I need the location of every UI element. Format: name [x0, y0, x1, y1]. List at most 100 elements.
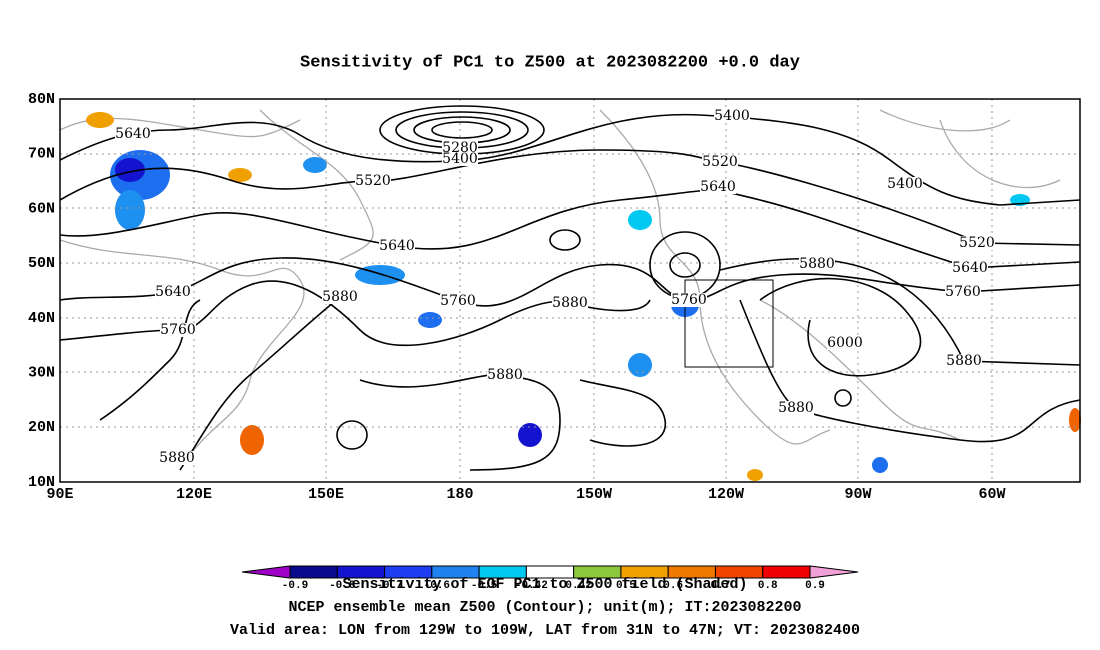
lon-tick-label: 150W: [576, 486, 612, 503]
lat-tick-label: 50N: [28, 255, 55, 272]
contour-label-bg: [959, 236, 995, 250]
shade: [303, 157, 327, 173]
contour-label-bg: [159, 451, 195, 465]
lon-tick-label: 60W: [978, 486, 1005, 503]
lon-tick-label: 150E: [308, 486, 344, 503]
contour-label-bg: [946, 354, 982, 368]
contour-label-bg: [671, 293, 707, 307]
shade: [86, 112, 114, 128]
contour-label: 6000: [827, 335, 863, 351]
contour-label-bg: [552, 296, 588, 310]
contour-label: 5640: [952, 260, 988, 276]
contour-label: 5880: [322, 289, 358, 305]
colorbar-label: -0.7: [376, 580, 402, 592]
shade: [518, 423, 542, 447]
contour-label-bg: [952, 261, 988, 275]
shade: [1069, 408, 1081, 432]
lat-tick-label: 70N: [28, 146, 55, 163]
contour-label-bg: [700, 180, 736, 194]
colorbar-label: -0.9: [282, 580, 308, 592]
lat-tick-label: 60N: [28, 200, 55, 217]
contour-label: 5880: [159, 450, 195, 466]
contour-label: 5880: [552, 295, 588, 311]
contour-label-bg: [442, 141, 478, 155]
shade: [115, 190, 145, 230]
lon-tick-label: 120W: [708, 486, 744, 503]
contour-label: 5880: [799, 256, 835, 272]
contour-label: 5640: [115, 126, 151, 142]
contour-label-bg: [714, 109, 750, 123]
colorbar-box: [289, 565, 338, 579]
grid: [60, 99, 1080, 482]
contour-label: 5400: [887, 176, 923, 192]
colorbar-label: -0.6: [424, 580, 450, 592]
colorbar-label: 0.7: [711, 580, 731, 592]
shade: [355, 265, 405, 285]
contour-label: 5400: [442, 151, 478, 167]
shade: [418, 312, 442, 328]
colorbar-low-arrow: [241, 565, 291, 579]
lat-tick-label: 40N: [28, 310, 55, 327]
colorbar-label: 0.5: [616, 580, 636, 592]
contour-label: 5760: [440, 293, 476, 309]
contour-label-bg: [799, 257, 835, 271]
shade: [628, 353, 652, 377]
contour-label-bg: [155, 285, 191, 299]
contour-label: 5400: [714, 108, 750, 124]
colorbar-high-arrow: [809, 565, 859, 579]
contour-label-bg: [115, 127, 151, 141]
colorbar-label: 0.6: [663, 580, 683, 592]
contour-label-bg: [440, 294, 476, 308]
contour-label-bg: [487, 368, 523, 382]
contour-label: 5640: [155, 284, 191, 300]
contour-label-bg: [442, 152, 478, 166]
contour-label-bg: [160, 323, 196, 337]
contour-label: 5520: [959, 235, 995, 251]
contour-label-bg: [322, 290, 358, 304]
caption-line: Valid area: LON from 129W to 109W, LAT f…: [230, 622, 860, 639]
contour-label: 5880: [487, 367, 523, 383]
lon-tick-label: 180: [446, 486, 473, 503]
lon-tick-label: 90W: [844, 486, 871, 503]
caption: Sensitivity of EOF PC1 to Z500 field (Sh…: [230, 576, 860, 639]
lat-tick-label: 20N: [28, 419, 55, 436]
lat-tick-label: 10N: [28, 474, 55, 491]
lon-tick-label: 90E: [46, 486, 73, 503]
valid-area-box: [684, 279, 774, 368]
colorbar-box: [762, 565, 811, 579]
map-frame: [59, 98, 1081, 483]
shade: [747, 469, 763, 481]
shade: [228, 168, 252, 182]
colorbar: -0.9 -0.8 -0.7 -0.6 -0.5 -0.42 0.42 0.5 0.6 0.7 0.…: [241, 565, 859, 592]
lon-tick-label: 120E: [176, 486, 212, 503]
contour-label-bg: [379, 239, 415, 253]
contour-label: 5760: [945, 284, 981, 300]
contour-label: 5880: [778, 400, 814, 416]
map-labels: 90E 120E 150E 180 150W 120W 90W 60W 80N 70N 60N 50N…: [28, 91, 1006, 503]
contour-label: 5520: [355, 173, 391, 189]
lat-tick-label: 30N: [28, 364, 55, 381]
caption-line: NCEP ensemble mean Z500 (Contour); unit(…: [288, 599, 801, 616]
contour-label-bg: [778, 401, 814, 415]
colorbar-label: -0.42: [515, 580, 548, 592]
shade: [628, 210, 652, 230]
shade: [240, 425, 264, 455]
map-bg: [60, 99, 1080, 482]
shade: [115, 158, 145, 182]
contour-label-bg: [827, 336, 863, 350]
colorbar-label: -0.8: [329, 580, 356, 592]
lat-tick-label: 80N: [28, 91, 55, 108]
contour-label: 5520: [702, 154, 738, 170]
map: 90E 120E 150E 180 150W 120W 90W 60W 80N 70N 60N 50N…: [28, 91, 1081, 503]
contour-label: 5880: [946, 353, 982, 369]
contour-label-bg: [945, 285, 981, 299]
colorbar-label: 0.8: [758, 580, 778, 592]
contour-label: 5640: [700, 179, 736, 195]
contour-label-bg: [355, 174, 391, 188]
contour-label-bg: [702, 155, 738, 169]
colorbar-label: 0.42: [565, 580, 591, 592]
contour-label: 5760: [160, 322, 196, 338]
contour-label-bg: [887, 177, 923, 191]
shade: [872, 457, 888, 473]
colorbar-label: -0.5: [471, 580, 498, 592]
